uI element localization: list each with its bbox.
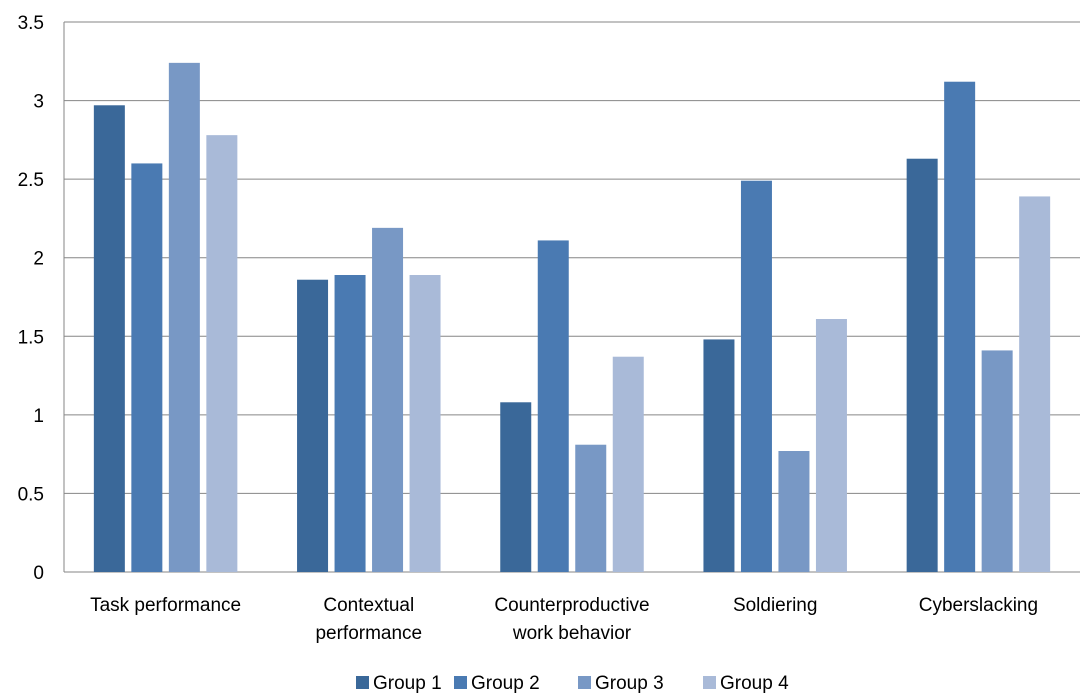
bar-group-4 — [206, 135, 238, 572]
x-category-label-line: work behavior — [512, 623, 632, 644]
bar-group-1 — [906, 158, 938, 572]
x-category-label: Task performance — [90, 595, 241, 616]
x-category-label: Contextual performance — [315, 595, 422, 644]
y-tick-label: 0 — [33, 563, 44, 584]
y-tick-label: 0.5 — [18, 484, 44, 505]
bar-group-2 — [944, 81, 976, 572]
x-category-label-line: Contextual — [323, 595, 414, 616]
bar-group-3 — [778, 451, 810, 572]
bar-group-3 — [575, 444, 607, 572]
legend-label: Group 4 — [720, 673, 789, 693]
bar-group-3 — [372, 227, 404, 572]
legend-label: Group 1 — [373, 673, 442, 693]
x-axis-category-labels: Task performance Contextual performance Cou… — [90, 595, 1038, 644]
legend-swatch — [703, 676, 716, 689]
legend-swatch — [454, 676, 467, 689]
bar-group-4 — [815, 319, 847, 572]
y-tick-label: 2.5 — [18, 170, 44, 191]
legend-label: Group 3 — [595, 673, 664, 693]
y-tick-label: 3.5 — [18, 13, 44, 34]
x-category-label-line: Soldiering — [733, 595, 818, 616]
x-category-label: Counterproductive work behavior — [494, 595, 649, 644]
y-tick-label: 1.5 — [18, 327, 44, 348]
legend-swatch — [578, 676, 591, 689]
y-tick-label: 1 — [33, 406, 44, 427]
bar-group-4 — [409, 275, 441, 572]
x-category-label-line: Counterproductive — [494, 595, 649, 616]
x-category-label: Cyberslacking — [919, 595, 1038, 616]
bar-group-3 — [168, 62, 200, 572]
legend-label: Group 2 — [471, 673, 540, 693]
legend-swatch — [356, 676, 369, 689]
bar-group-4 — [1019, 196, 1051, 572]
x-category-label-line: Cyberslacking — [919, 595, 1038, 616]
bar-group-1 — [703, 339, 735, 572]
bars — [93, 62, 1051, 573]
bar-group-2 — [334, 275, 366, 572]
bar-group-1 — [500, 402, 532, 572]
bar-group-4 — [612, 356, 644, 572]
y-axis-ticks: 0 0.5 1 1.5 2 2.5 3 3.5 — [18, 13, 44, 584]
bar-group-2 — [131, 163, 163, 572]
bar-group-1 — [93, 105, 125, 573]
y-tick-label: 3 — [33, 92, 44, 113]
bar-group-3 — [981, 350, 1013, 572]
bar-group-2 — [537, 240, 569, 572]
bar-group-1 — [297, 279, 329, 572]
legend: Group 1 Group 2 Group 3 Group 4 — [356, 673, 789, 693]
x-category-label: Soldiering — [733, 595, 818, 616]
y-tick-label: 2 — [33, 249, 44, 270]
bar-group-2 — [740, 180, 772, 572]
x-category-label-line: Task performance — [90, 595, 241, 616]
x-category-label-line: performance — [315, 623, 422, 644]
